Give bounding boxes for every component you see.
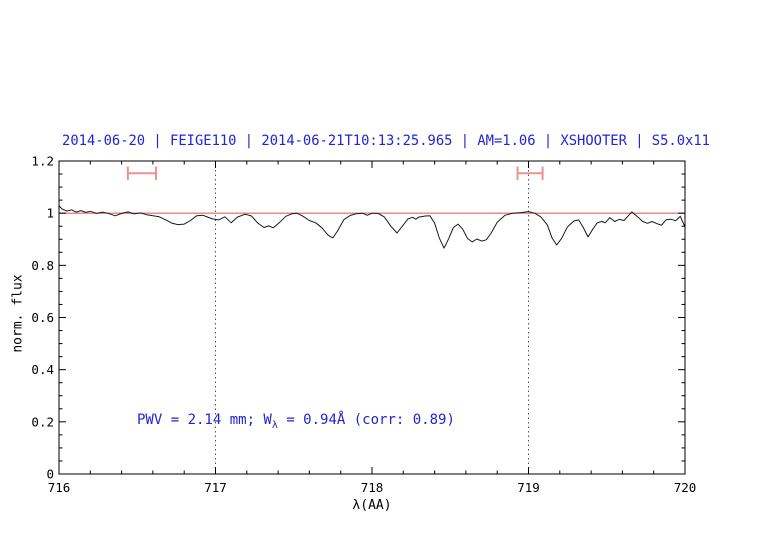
- y-tick-label: 0.4: [31, 362, 54, 377]
- pwv-annotation-prefix: PWV = 2.14 mm; W: [137, 412, 272, 428]
- lambda-subscript: λ: [271, 419, 278, 431]
- x-tick-label: 717: [204, 480, 227, 495]
- y-tick-label: 0: [46, 467, 54, 482]
- x-tick-label: 719: [517, 480, 540, 495]
- y-tick-label: 1.2: [31, 154, 54, 169]
- x-tick-label: 716: [48, 480, 71, 495]
- y-tick-label: 0.8: [31, 258, 54, 273]
- y-tick-label: 0.2: [31, 414, 54, 429]
- y-tick-label: 1: [46, 206, 54, 221]
- plot-border: [58, 160, 686, 475]
- x-tick-label: 720: [674, 480, 697, 495]
- x-axis-label: λ(AA): [352, 498, 392, 513]
- pwv-annotation-suffix: = 0.94Å (corr: 0.89): [277, 412, 455, 428]
- x-tick-label: 718: [361, 480, 384, 495]
- spectrum-line: [58, 205, 686, 249]
- y-tick-label: 0.6: [31, 310, 54, 325]
- pwv-annotation: PWV = 2.14 mm; Wλ = 0.94Å (corr: 0.89): [137, 412, 455, 431]
- plot-title: 2014-06-20 | FEIGE110 | 2014-06-21T10:13…: [62, 133, 710, 149]
